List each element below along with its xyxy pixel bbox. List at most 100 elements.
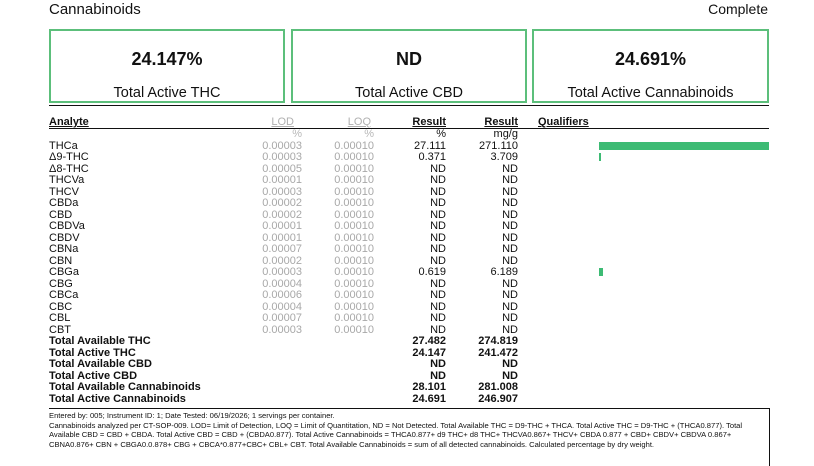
total-mg: 274.819 (478, 335, 518, 347)
result-percent: ND (430, 174, 446, 186)
lod-value: 0.00004 (262, 277, 302, 290)
summary-card-total-active-cbd: ND Total Active CBD (291, 29, 527, 103)
footer-divider (49, 408, 769, 409)
card-value: 24.691% (614, 49, 687, 69)
lod-value: 0.00005 (262, 162, 302, 175)
total-row: Total Available THC 27.482 274.819 (0, 335, 814, 348)
result-mg: ND (502, 185, 518, 198)
result-percent: ND (430, 197, 446, 209)
summary-card-total-active-thc: 24.147% Total Active THC (49, 29, 285, 103)
units-row: % % % mg/g (0, 128, 814, 141)
result-percent: ND (430, 289, 446, 301)
table-row: THCV 0.00003 0.00010 ND ND (0, 185, 814, 199)
table-row: CBN 0.00002 0.00010 ND ND (0, 254, 814, 268)
qualifier-bar (599, 153, 601, 161)
result-percent: 0.619 (418, 266, 446, 278)
card-value: 24.147% (131, 49, 203, 69)
total-row: Total Available Cannabinoids 28.101 281.00… (0, 381, 814, 394)
table-row: CBGa 0.00003 0.00010 0.619 6.189 (0, 266, 814, 279)
table-row: CBG 0.00004 0.00010 ND ND (0, 277, 814, 291)
header-lod: LOD (271, 116, 294, 128)
analyte-name: CBDa (49, 197, 79, 209)
result-mg: ND (502, 254, 518, 267)
table-row: CBDVa 0.00001 0.00010 ND ND (0, 220, 814, 233)
lod-value: 0.00003 (262, 151, 302, 163)
analyte-name: CBNa (49, 243, 79, 255)
table-row: Δ8-THC 0.00005 0.00010 ND ND (0, 162, 814, 176)
total-row: Total Active Cannabinoids 24.691 246.907 (0, 392, 814, 406)
lod-value: 0.00003 (262, 266, 302, 278)
table-row: CBCa 0.00006 0.00010 ND ND (0, 289, 814, 302)
loq-value: 0.00010 (334, 162, 374, 175)
qualifier-bar (599, 268, 603, 276)
card-label: Total Active Cannabinoids (567, 85, 734, 101)
result-mg: 271.110 (479, 139, 518, 152)
loq-value: 0.00010 (334, 220, 374, 232)
header-qualifiers: Qualifiers (538, 116, 589, 128)
analyte-name: Δ8-THC (49, 162, 89, 175)
loq-value: 0.00010 (334, 289, 374, 301)
analyte-rows: THCa 0.00003 0.00010 27.111 271.110 Δ9-THC 0.0… (0, 139, 814, 337)
result-percent: ND (430, 231, 446, 244)
total-percent: ND (430, 358, 446, 370)
card-value: ND (396, 49, 422, 69)
result-percent: ND (430, 185, 446, 198)
result-mg: ND (502, 289, 518, 301)
total-mg: 246.907 (478, 392, 518, 405)
analyte-name: CBN (49, 254, 73, 267)
total-row: Total Active THC 24.147 241.472 (0, 346, 814, 360)
table-row: CBC 0.00004 0.00010 ND ND (0, 300, 814, 314)
footer-method-notes: Cannabinoids analyzed per CT-SOP-009. LO… (49, 420, 743, 449)
summary-card-total-active-cannabinoids: 24.691% Total Active Cannabinoids (532, 29, 769, 103)
loq-value: 0.00010 (334, 197, 374, 209)
loq-value: 0.00010 (334, 151, 374, 163)
result-percent: ND (430, 312, 446, 324)
footer-notes: Entered by: 005; Instrument ID: 1; Date … (49, 411, 767, 449)
result-percent: ND (430, 323, 446, 336)
result-mg: ND (502, 312, 518, 324)
table-row: THCVa 0.00001 0.00010 ND ND (0, 174, 814, 187)
footer-entry-info: Entered by: 005; Instrument ID: 1; Date … (49, 411, 335, 420)
lod-value: 0.00007 (262, 312, 302, 324)
lod-value: 0.00003 (262, 139, 302, 152)
lod-value: 0.00003 (262, 323, 302, 336)
analyte-name: CBCa (49, 289, 79, 301)
loq-value: 0.00010 (334, 174, 374, 186)
header-divider (49, 105, 769, 106)
header-result-percent: Result (412, 116, 446, 128)
loq-value: 0.00010 (334, 254, 374, 267)
analyte-name: THCVa (49, 174, 85, 186)
total-percent: 27.482 (412, 335, 446, 347)
analyte-name: CBG (49, 277, 73, 290)
table-row: CBD 0.00002 0.00010 ND ND (0, 208, 814, 222)
result-percent: ND (430, 254, 446, 267)
unit-percent: % (436, 128, 446, 140)
loq-value: 0.00010 (334, 323, 374, 336)
qualifier-bar (599, 141, 769, 150)
result-percent: ND (430, 208, 446, 221)
result-percent: ND (430, 300, 446, 313)
total-mg: 281.008 (478, 381, 518, 393)
total-rows: Total Available THC 27.482 274.819 Total Ac… (0, 335, 814, 406)
result-mg: ND (502, 220, 518, 232)
header-analyte: Analyte (49, 116, 89, 128)
total-percent: ND (430, 369, 446, 382)
total-name: Total Active THC (49, 346, 136, 359)
card-label: Total Active CBD (355, 85, 463, 101)
analyte-name: CBD (49, 208, 73, 221)
lod-value: 0.00002 (262, 208, 302, 221)
lod-value: 0.00006 (262, 289, 302, 301)
loq-value: 0.00010 (334, 312, 374, 324)
card-label: Total Active THC (113, 85, 221, 101)
loq-value: 0.00010 (334, 139, 374, 152)
total-row: Total Available CBD ND ND (0, 358, 814, 371)
analyte-name: CBT (49, 323, 71, 336)
result-mg: ND (502, 243, 518, 255)
unit-lod: % (292, 128, 302, 140)
unit-loq: % (364, 128, 374, 140)
result-percent: ND (430, 220, 446, 232)
analyte-name: CBL (49, 312, 71, 324)
table-row: CBDa 0.00002 0.00010 ND ND (0, 197, 814, 210)
result-mg: 6.189 (490, 266, 518, 278)
total-percent: 24.147 (412, 346, 446, 359)
